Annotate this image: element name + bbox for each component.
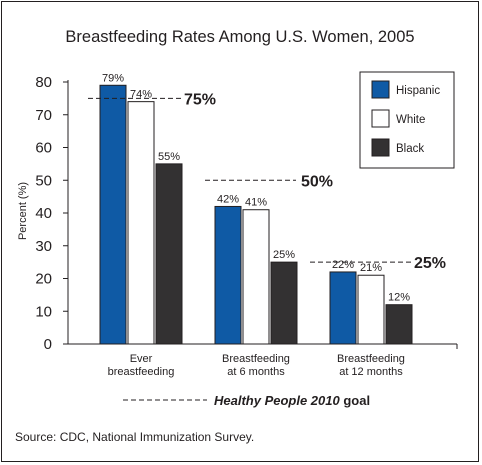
legend-swatch-white <box>371 109 390 128</box>
y-tick-label: 80 <box>35 74 52 91</box>
category-label: Breastfeeding <box>337 353 405 365</box>
category-label: Breastfeeding <box>222 353 290 365</box>
category-label: breastfeeding <box>108 366 175 378</box>
y-tick-label: 20 <box>35 271 52 288</box>
bar-black <box>385 304 413 345</box>
legend: Hispanic White Black <box>359 71 455 169</box>
goal-note-text: Healthy People 2010 goal <box>214 393 370 408</box>
data-label: 41% <box>245 197 267 209</box>
goal-lines: 75% 50% 25% <box>88 91 446 272</box>
goal-label: 25% <box>414 255 446 272</box>
bar-black <box>155 163 183 345</box>
goal-note-rest: goal <box>340 393 370 408</box>
data-label: 42% <box>217 193 239 205</box>
data-label: 74% <box>130 89 152 101</box>
legend-label: Hispanic <box>396 85 440 97</box>
bars <box>99 84 413 345</box>
goal-note-italic: Healthy People 2010 <box>214 393 340 408</box>
bar-hispanic <box>329 271 357 345</box>
bar-white <box>242 209 270 345</box>
bar-white <box>127 101 155 345</box>
y-tick-label: 0 <box>44 336 52 353</box>
bar-black <box>270 261 298 345</box>
goal-label: 75% <box>184 91 216 108</box>
legend-swatch-hispanic <box>371 80 390 99</box>
data-labels: 79% 42% 22% 74% 41% 21% 55% 25% 12% <box>102 72 410 303</box>
y-tick-label: 40 <box>35 205 52 222</box>
data-label: 22% <box>332 259 354 271</box>
bar-hispanic <box>214 205 242 345</box>
legend-label: Black <box>396 143 424 155</box>
y-tick-label: 70 <box>35 107 52 124</box>
y-tick-label: 60 <box>35 140 52 157</box>
category-label: at 12 months <box>339 366 403 378</box>
bar-hispanic <box>99 84 127 345</box>
chart-title: Breastfeeding Rates Among U.S. Women, 20… <box>65 28 414 46</box>
y-tick-labels: 0 10 20 30 40 50 60 70 80 <box>35 74 52 353</box>
goal-note: Healthy People 2010 goal <box>123 393 370 408</box>
y-tick-label: 50 <box>35 172 52 189</box>
legend-swatch-black <box>371 138 390 157</box>
data-label: 25% <box>273 249 295 261</box>
data-label: 21% <box>360 262 382 274</box>
data-label: 55% <box>158 151 180 163</box>
goal-label: 50% <box>301 173 333 190</box>
legend-label: White <box>396 114 425 126</box>
y-tick-label: 10 <box>35 303 52 320</box>
source-note: Source: CDC, National Immunization Surve… <box>15 430 254 444</box>
category-label: Ever <box>130 353 153 365</box>
category-label: at 6 months <box>227 366 285 378</box>
data-label: 12% <box>388 292 410 304</box>
y-axis-label: Percent (%) <box>17 182 29 240</box>
data-label: 79% <box>102 72 124 84</box>
bar-white <box>357 274 385 345</box>
y-tick-label: 30 <box>35 238 52 255</box>
